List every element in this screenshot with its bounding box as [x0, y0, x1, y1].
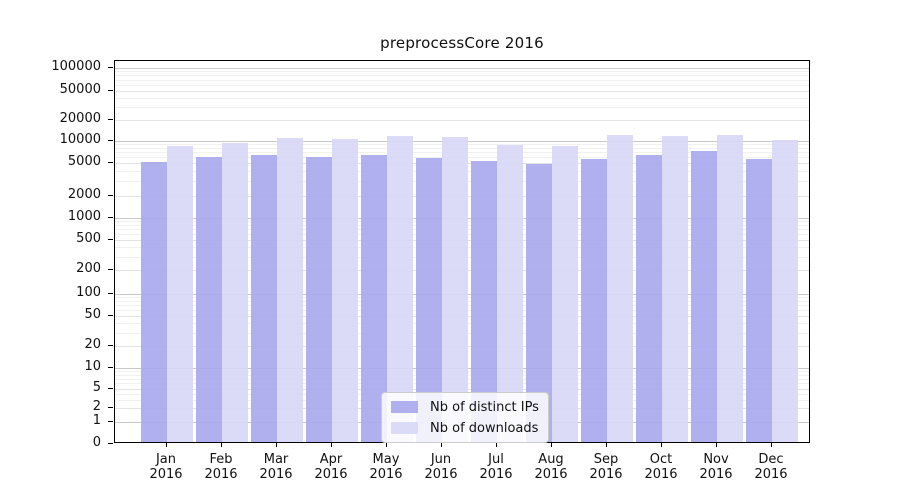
legend-swatch-downloads: [391, 422, 418, 434]
y-tick-label: 100000: [51, 59, 101, 74]
legend-label: Nb of downloads: [430, 420, 539, 436]
bar-distinct-ips: [251, 155, 277, 442]
gridline-minor: [115, 75, 809, 76]
x-tick-label: Jul 2016: [479, 452, 513, 482]
gridline-minor: [115, 80, 809, 81]
x-tick-mark: [276, 443, 277, 447]
y-tick-label: 2000: [67, 187, 101, 202]
x-tick-label: Jun 2016: [424, 452, 458, 482]
chart-title: preprocessCore 2016: [380, 34, 544, 52]
gridline-minor: [115, 71, 809, 72]
bar-distinct-ips: [746, 158, 772, 442]
bar-distinct-ips: [141, 161, 167, 442]
gridline-minor: [115, 107, 809, 108]
x-tick-mark: [661, 443, 662, 447]
legend: Nb of distinct IPs Nb of downloads: [381, 392, 549, 443]
y-tick-mark: [108, 443, 113, 444]
bar-distinct-ips: [196, 157, 222, 442]
gridline-minor: [115, 85, 809, 86]
x-tick-label: Aug 2016: [534, 452, 568, 482]
y-tick-mark: [108, 269, 113, 270]
y-tick-mark: [108, 239, 113, 240]
x-tick-label: May 2016: [369, 452, 403, 482]
bar-downloads: [167, 145, 193, 442]
y-tick-mark: [108, 388, 113, 389]
y-tick-mark: [108, 90, 113, 91]
bar-downloads: [442, 136, 468, 442]
x-tick-label: Apr 2016: [314, 452, 348, 482]
x-tick-mark: [551, 443, 552, 447]
gridline: [115, 68, 809, 69]
y-tick-mark: [108, 162, 113, 163]
x-tick-label: Feb 2016: [204, 452, 238, 482]
y-tick-mark: [108, 217, 113, 218]
x-tick-label: Nov 2016: [699, 452, 733, 482]
y-tick-label: 1000: [67, 209, 101, 224]
y-tick-label: 200: [76, 261, 101, 276]
bar-downloads: [387, 135, 413, 442]
y-tick-mark: [108, 345, 113, 346]
x-tick-mark: [331, 443, 332, 447]
legend-item-distinct-ips: Nb of distinct IPs: [391, 398, 539, 416]
bar-downloads: [277, 137, 303, 442]
y-tick-label: 2: [92, 399, 101, 414]
bar-distinct-ips: [581, 158, 607, 442]
bar-downloads: [772, 139, 798, 442]
y-tick-mark: [108, 293, 113, 294]
x-tick-mark: [221, 443, 222, 447]
gridline: [115, 91, 809, 92]
gridline-minor: [115, 98, 809, 99]
y-tick-mark: [108, 315, 113, 316]
x-tick-mark: [441, 443, 442, 447]
y-tick-label: 20000: [59, 111, 101, 126]
bar-downloads: [717, 134, 743, 442]
y-tick-label: 10: [84, 359, 101, 374]
bar-downloads: [222, 143, 248, 442]
x-tick-label: Sep 2016: [589, 452, 623, 482]
bar-downloads: [332, 139, 358, 442]
y-tick-mark: [108, 195, 113, 196]
x-tick-mark: [606, 443, 607, 447]
x-tick-mark: [386, 443, 387, 447]
y-tick-label: 500: [76, 231, 101, 246]
x-tick-label: Oct 2016: [644, 452, 678, 482]
y-tick-label: 50000: [59, 82, 101, 97]
y-tick-label: 5000: [67, 154, 101, 169]
y-tick-mark: [108, 140, 113, 141]
legend-item-downloads: Nb of downloads: [391, 419, 539, 437]
y-tick-label: 10000: [59, 132, 101, 147]
bar-distinct-ips: [636, 154, 662, 442]
gridline: [115, 120, 809, 121]
y-tick-mark: [108, 367, 113, 368]
x-tick-mark: [496, 443, 497, 447]
x-tick-label: Mar 2016: [259, 452, 293, 482]
x-tick-label: Jan 2016: [149, 452, 183, 482]
bar-distinct-ips: [691, 151, 717, 442]
bar-distinct-ips: [306, 156, 332, 442]
y-tick-label: 20: [84, 337, 101, 352]
bar-downloads: [552, 146, 578, 442]
x-tick-mark: [716, 443, 717, 447]
y-tick-mark: [108, 67, 113, 68]
y-tick-label: 5: [92, 380, 101, 395]
x-tick-mark: [771, 443, 772, 447]
x-tick-label: Dec 2016: [754, 452, 788, 482]
y-tick-mark: [108, 421, 113, 422]
y-tick-label: 100: [76, 285, 101, 300]
plot-area: Nb of distinct IPs Nb of downloads: [114, 60, 810, 443]
legend-label: Nb of distinct IPs: [430, 399, 539, 415]
y-tick-mark: [108, 407, 113, 408]
y-tick-label: 50: [84, 307, 101, 322]
bar-downloads: [662, 135, 688, 442]
y-tick-label: 0: [92, 435, 101, 450]
bar-downloads: [607, 135, 633, 442]
legend-swatch-distinct-ips: [391, 401, 418, 413]
y-tick-mark: [108, 119, 113, 120]
x-tick-mark: [166, 443, 167, 447]
y-tick-label: 1: [92, 413, 101, 428]
